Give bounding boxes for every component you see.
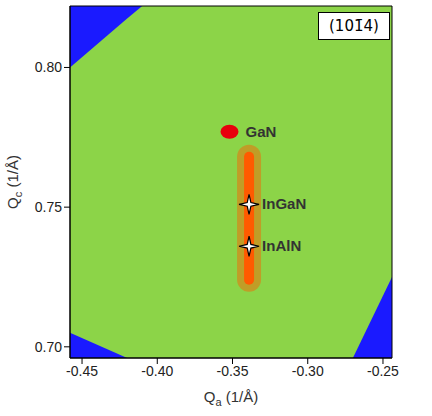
svg-text:GaN: GaN: [245, 123, 276, 140]
svg-text:InGaN: InGaN: [262, 195, 306, 212]
svg-text:-0.45: -0.45: [66, 363, 98, 379]
svg-text:0.80: 0.80: [35, 59, 62, 75]
svg-text:0.70: 0.70: [35, 339, 62, 355]
svg-text:Qc (1/Å): Qc (1/Å): [4, 155, 24, 209]
svg-text:-0.25: -0.25: [367, 363, 399, 379]
svg-text:InAlN: InAlN: [262, 237, 301, 254]
svg-text:-0.40: -0.40: [141, 363, 173, 379]
svg-text:-0.30: -0.30: [292, 363, 324, 379]
svg-text:0.75: 0.75: [35, 199, 62, 215]
svg-text:Qa (1/Å): Qa (1/Å): [204, 388, 258, 408]
html-text:(101̄4): (101̄4): [329, 17, 379, 35]
svg-text:-0.35: -0.35: [217, 363, 249, 379]
